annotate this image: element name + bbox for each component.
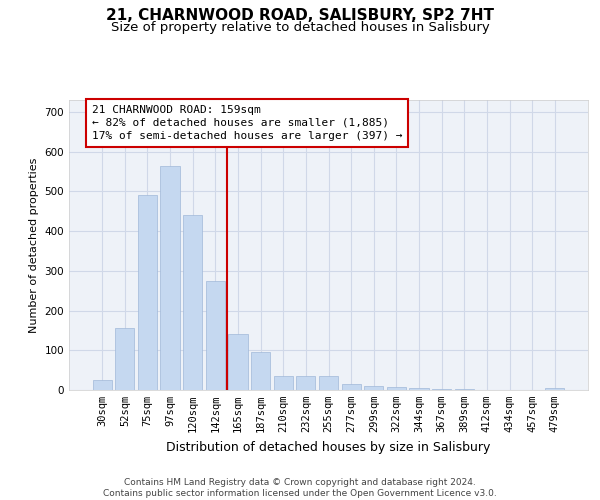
Bar xyxy=(432,389,451,390)
Bar xyxy=(183,215,202,390)
Bar xyxy=(274,376,293,390)
X-axis label: Distribution of detached houses by size in Salisbury: Distribution of detached houses by size … xyxy=(166,440,491,454)
Text: 21 CHARNWOOD ROAD: 159sqm
← 82% of detached houses are smaller (1,885)
17% of se: 21 CHARNWOOD ROAD: 159sqm ← 82% of detac… xyxy=(92,105,403,141)
Y-axis label: Number of detached properties: Number of detached properties xyxy=(29,158,39,332)
Bar xyxy=(341,384,361,390)
Bar xyxy=(206,281,225,390)
Bar xyxy=(455,389,474,390)
Bar xyxy=(92,380,112,390)
Bar xyxy=(545,388,565,390)
Bar xyxy=(251,352,270,390)
Bar xyxy=(160,166,180,390)
Bar xyxy=(229,334,248,390)
Bar xyxy=(319,376,338,390)
Bar xyxy=(115,328,134,390)
Text: 21, CHARNWOOD ROAD, SALISBURY, SP2 7HT: 21, CHARNWOOD ROAD, SALISBURY, SP2 7HT xyxy=(106,8,494,22)
Bar xyxy=(296,376,316,390)
Bar xyxy=(409,388,428,390)
Bar xyxy=(387,387,406,390)
Text: Size of property relative to detached houses in Salisbury: Size of property relative to detached ho… xyxy=(110,21,490,34)
Bar xyxy=(138,196,157,390)
Bar xyxy=(364,386,383,390)
Text: Contains HM Land Registry data © Crown copyright and database right 2024.
Contai: Contains HM Land Registry data © Crown c… xyxy=(103,478,497,498)
